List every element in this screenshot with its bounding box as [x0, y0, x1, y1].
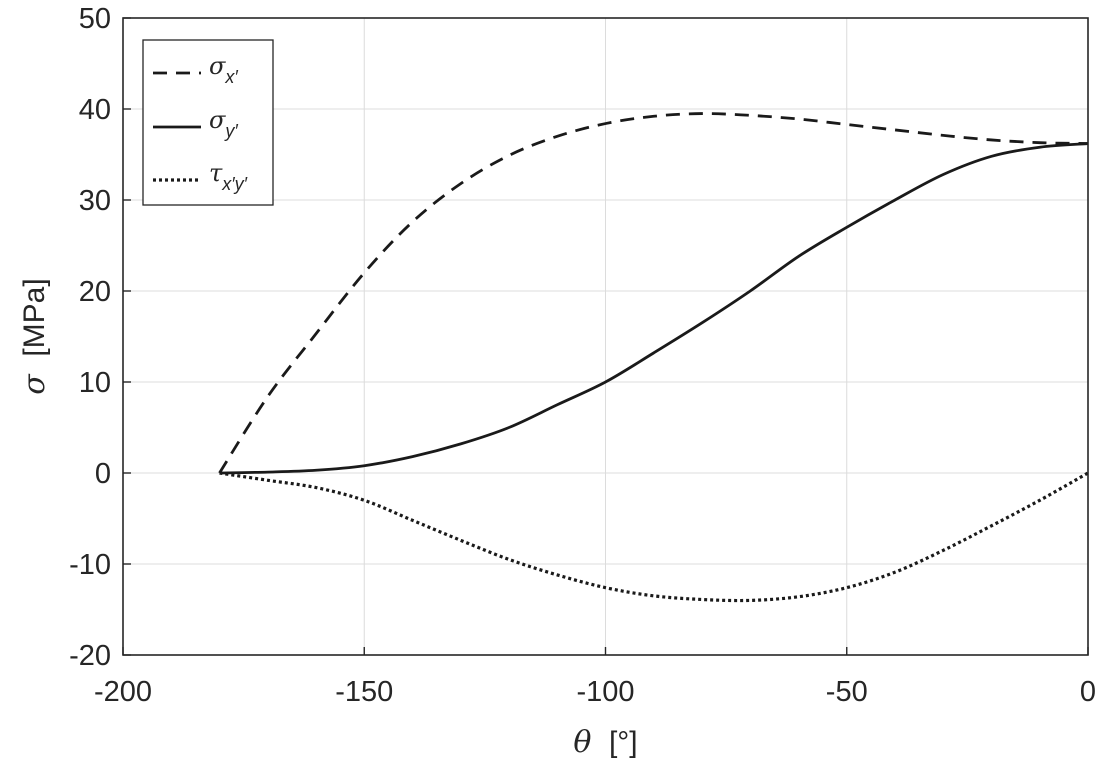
x-tick-label: -50: [826, 676, 868, 708]
x-tick-label: 0: [1080, 676, 1096, 708]
legend: σx′ σy′ τx′y′: [142, 39, 274, 206]
y-tick-label: 30: [79, 185, 111, 217]
legend-label-tau-xy: τx′y′: [209, 159, 248, 194]
y-tick-label: 20: [79, 276, 111, 308]
y-axis-symbol: σ: [17, 373, 52, 395]
x-tick-label: -100: [576, 676, 634, 708]
series-line-sigma-y: [219, 142, 1089, 475]
legend-label-sigma-x: σx′: [209, 52, 238, 87]
x-tick-label: -150: [335, 676, 393, 708]
x-axis-label: θ [°]: [573, 725, 637, 760]
y-tick-label: -10: [69, 549, 111, 581]
x-axis-unit: [°]: [609, 726, 638, 759]
y-tick-label: -20: [69, 640, 111, 672]
y-tick-label: 10: [79, 367, 111, 399]
y-tick-label: 50: [79, 3, 111, 35]
y-axis-label: σ [MPa]: [17, 278, 52, 394]
y-axis-unit: [MPa]: [18, 278, 51, 356]
y-tick-label: 0: [95, 458, 111, 490]
x-tick-label: -200: [94, 676, 152, 708]
series-line-tau-xy: [219, 471, 1089, 603]
legend-box: [142, 39, 274, 206]
legend-label-sigma-y: σy′: [209, 106, 238, 141]
y-tick-label: 40: [79, 94, 111, 126]
x-axis-symbol: θ: [573, 725, 591, 760]
series-layer: [218, 112, 1089, 603]
series-line-sigma-x: [218, 112, 1089, 474]
